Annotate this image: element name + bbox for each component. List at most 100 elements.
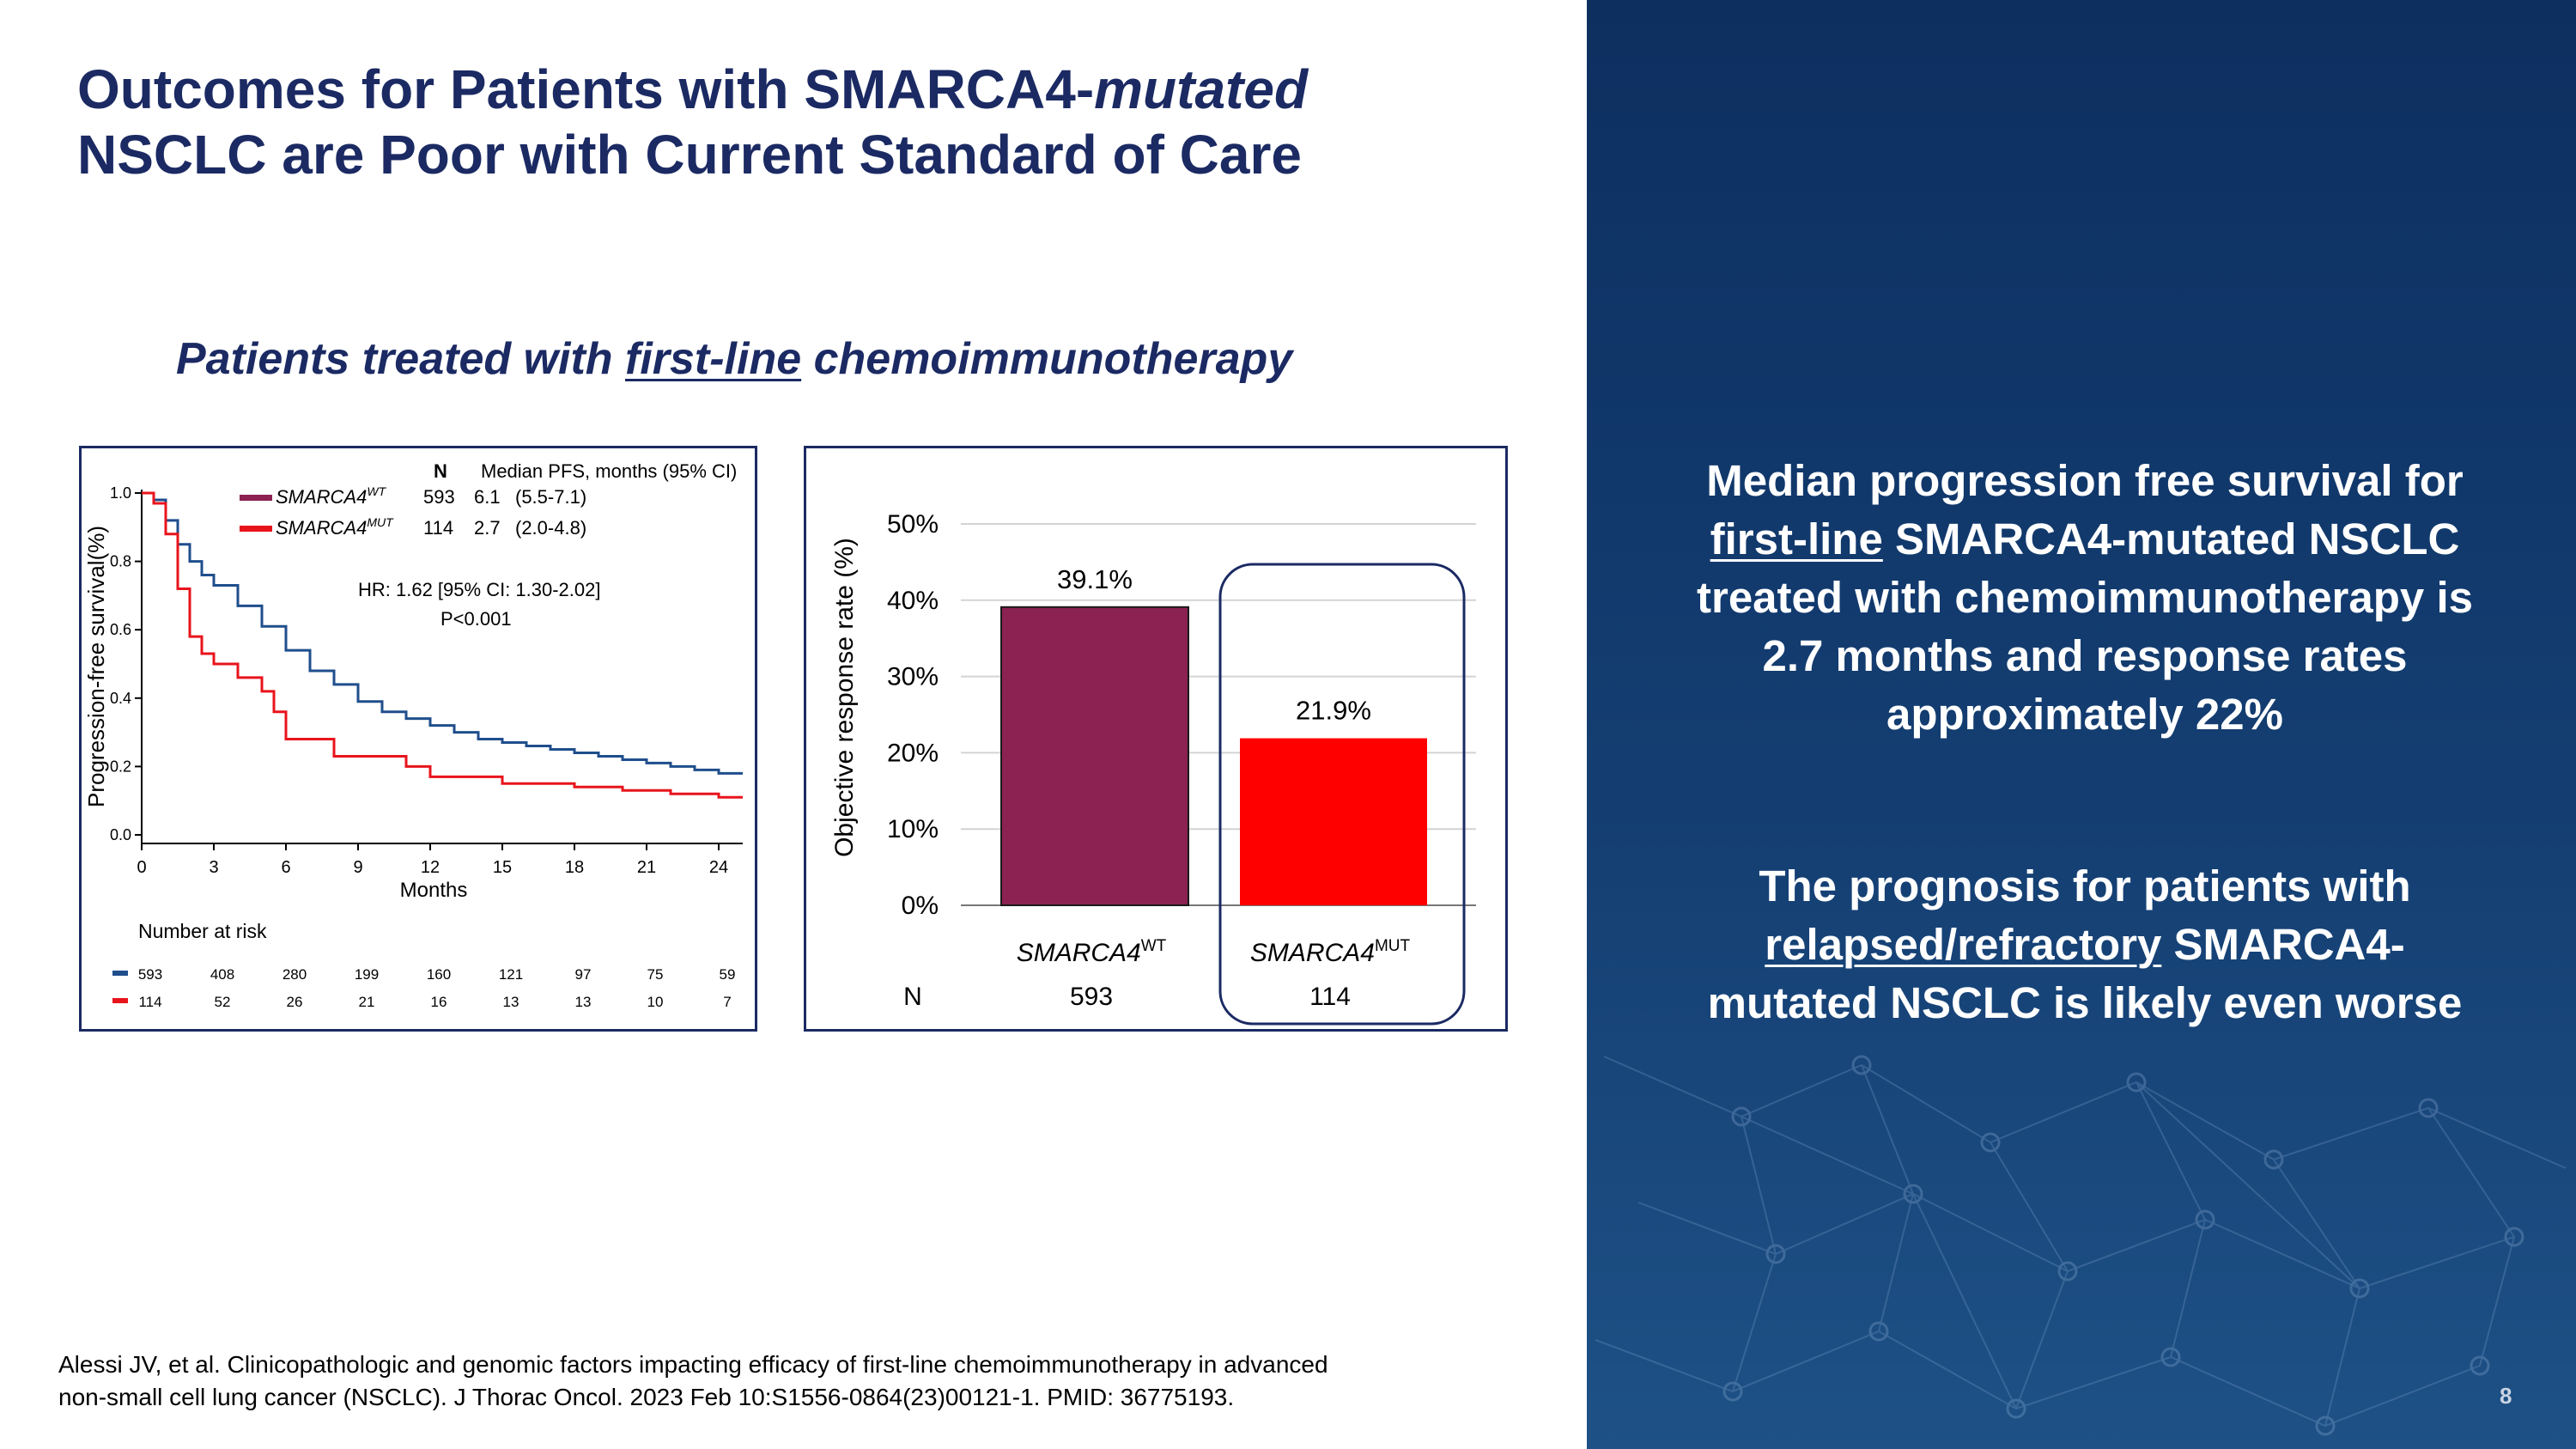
finding-pfs: Median progression free survival for fir… [1621, 452, 2549, 744]
km-y-tick-label: 1.0 [110, 484, 131, 502]
km-legend-wt-sup: WT [367, 484, 386, 498]
km-risk-value-mut: 114 [138, 994, 161, 1010]
km-y-axis-label: Progression-free survival(%) [83, 526, 109, 807]
title-part1: Outcomes for Patients with SMARCA4- [77, 58, 1095, 120]
km-legend-mut-median: 2.7 [474, 517, 501, 539]
citation-line2: non-small cell lung cancer (NSCLC). J Th… [58, 1384, 1235, 1410]
km-x-tick-label: 12 [421, 858, 440, 877]
km-legend-wt-n: 593 [423, 486, 455, 508]
key-findings-panel: Median progression free survival for fir… [1587, 0, 2576, 1449]
km-risk-value-wt: 75 [647, 966, 664, 983]
subtitle-underlined: first-line [625, 334, 802, 384]
km-risk-value-wt: 121 [499, 966, 523, 983]
km-risk-value-mut: 52 [215, 994, 231, 1010]
km-mut-curve [142, 491, 743, 799]
finding-pfs-l2-underlined: first-line [1710, 514, 1883, 563]
km-risk-value-wt: 97 [575, 966, 592, 983]
subtitle-before: Patients treated with [176, 334, 625, 384]
orr-n-value: 114 [1309, 983, 1351, 1011]
finding-prog-l2-underlined: relapsed/refractory [1765, 920, 2162, 969]
orr-y-tick-label: 0% [902, 892, 939, 920]
orr-category-label: SMARCA4MUT [1250, 937, 1411, 967]
km-legend-wt-swatch [240, 495, 272, 501]
km-risk-label: Number at risk [138, 920, 267, 942]
km-x-tick-label: 3 [209, 858, 218, 877]
orr-n-value: 593 [1070, 983, 1113, 1011]
slide-title: Outcomes for Patients with SMARCA4-mutat… [77, 57, 1537, 187]
km-legend-n-header: N [434, 460, 447, 482]
km-risk-value-wt: 280 [283, 966, 307, 983]
orr-category-sup: MUT [1375, 937, 1411, 955]
orr-y-axis-label: Objective response rate (%) [830, 538, 859, 857]
km-risk-value-wt: 593 [138, 966, 162, 983]
orr-chart: Objective response rate (%) 0% 10% 20% 30% 4… [830, 510, 1476, 1026]
title-italic: mutated [1094, 58, 1309, 120]
orr-chart-panel: Objective response rate (%) 0% 10% 20% 30% 4… [804, 446, 1508, 1032]
orr-bar-wt [1000, 606, 1189, 907]
subtitle-after: chemoimmunotherapy [801, 334, 1293, 384]
finding-pfs-l4: 2.7 months and response rates [1762, 631, 2408, 680]
orr-n-label: N [903, 983, 922, 1011]
km-legend-wt-name: SMARCA4WT [276, 484, 387, 508]
km-legend-mut-swatch [240, 526, 272, 532]
km-wt-curve [142, 491, 743, 775]
orr-data-label: 21.9% [1296, 696, 1371, 726]
km-legend-mut-ci: (2.0-4.8) [515, 517, 586, 539]
mut-highlight-box [1218, 563, 1466, 1026]
km-x-tick-label: 6 [281, 858, 290, 877]
km-x-axis-label: Months [400, 879, 468, 902]
title-line2: NSCLC are Poor with Current Standard of … [77, 124, 1302, 186]
orr-y-tick-label: 20% [887, 739, 939, 767]
km-legend-mut-sup: MUT [367, 515, 394, 529]
km-p-annotation: P<0.001 [440, 608, 512, 630]
km-risk-value-mut: 13 [503, 994, 519, 1010]
km-risk-mut-swatch [112, 998, 128, 1003]
orr-bar-mut [1240, 738, 1427, 905]
orr-y-tick-label: 30% [887, 663, 939, 691]
orr-category-name: SMARCA4 [1017, 939, 1141, 967]
orr-category-sup: WT [1141, 937, 1167, 955]
km-risk-value-wt: 408 [210, 966, 234, 983]
km-y-tick-label: 0.6 [110, 621, 131, 638]
km-hr-annotation: HR: 1.62 [95% CI: 1.30-2.02] [358, 579, 601, 600]
finding-prog-l3: mutated NSCLC is likely even worse [1707, 978, 2463, 1027]
km-legend-wt-median: 6.1 [474, 486, 501, 508]
orr-category-name: SMARCA4 [1250, 939, 1375, 967]
km-risk-value-mut: 13 [575, 994, 592, 1010]
km-risk-value-wt: 59 [720, 966, 736, 983]
km-risk-wt-swatch [112, 971, 128, 976]
km-risk-value-mut: 10 [647, 994, 664, 1010]
km-y-tick-label: 0.8 [110, 553, 131, 570]
km-chart-panel: 0.0 0.2 0.4 0.6 0.8 1.0 0 3 6 9 12 15 18 21 24 Progre… [79, 446, 757, 1032]
finding-pfs-l2-rest: SMARCA4-mutated NSCLC [1882, 514, 2460, 563]
km-x-tick-label: 21 [637, 858, 656, 877]
network-background-pattern [1595, 1055, 2567, 1436]
km-chart: 0.0 0.2 0.4 0.6 0.8 1.0 0 3 6 9 12 15 18 21 24 Progre… [83, 460, 743, 1010]
finding-pfs-l5: approximately 22% [1886, 690, 2284, 739]
km-y-tick-label: 0.2 [110, 758, 131, 775]
km-x-tick-label: 0 [137, 858, 146, 877]
finding-pfs-l1: Median progression free survival for [1706, 456, 2464, 505]
chart-subtitle: Patients treated with first-line chemoim… [176, 333, 1292, 385]
km-legend-mut-n: 114 [423, 517, 453, 539]
km-legend-stat-header: Median PFS, months (95% CI) [481, 460, 737, 482]
km-x-tick-label: 24 [709, 858, 728, 877]
km-risk-value-wt: 160 [427, 966, 451, 983]
km-risk-value-mut: 26 [287, 994, 303, 1010]
km-x-tick-label: 18 [565, 858, 584, 877]
km-y-tick-label: 0.4 [110, 690, 131, 707]
km-risk-value-wt: 199 [355, 966, 379, 983]
km-y-tick-label: 0.0 [110, 826, 131, 843]
km-legend-mut-name: SMARCA4MUT [276, 515, 394, 539]
km-x-tick-label: 9 [353, 858, 362, 877]
orr-y-tick-label: 40% [887, 587, 939, 615]
km-risk-value-mut: 7 [723, 994, 731, 1010]
km-legend-mut-name-text: SMARCA4 [276, 517, 367, 539]
finding-prog-l1: The prognosis for patients with [1759, 861, 2411, 910]
finding-prognosis: The prognosis for patients with relapsed… [1621, 857, 2549, 1032]
orr-data-label: 39.1% [1057, 564, 1133, 594]
finding-pfs-l3: treated with chemoimmunotherapy is [1696, 573, 2473, 622]
km-x-tick-label: 15 [493, 858, 512, 877]
km-legend-wt-ci: (5.5-7.1) [515, 486, 586, 508]
km-risk-value-mut: 21 [359, 994, 375, 1010]
